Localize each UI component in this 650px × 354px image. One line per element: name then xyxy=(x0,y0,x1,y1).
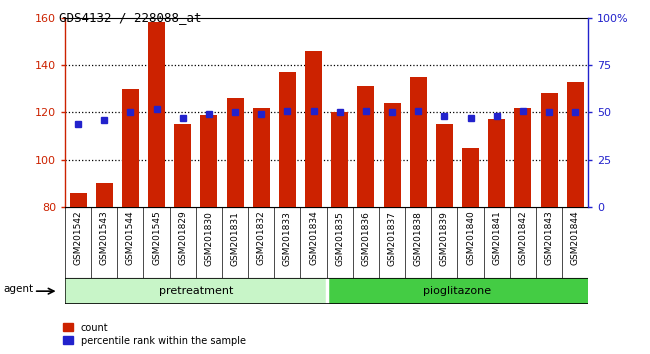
Text: GSM201542: GSM201542 xyxy=(73,211,83,265)
Text: GSM201840: GSM201840 xyxy=(466,211,475,266)
Bar xyxy=(410,77,426,207)
Bar xyxy=(384,103,400,207)
Text: GSM201833: GSM201833 xyxy=(283,211,292,266)
Bar xyxy=(174,124,191,207)
Text: GSM201835: GSM201835 xyxy=(335,211,345,266)
Legend: count, percentile rank within the sample: count, percentile rank within the sample xyxy=(63,323,246,346)
Text: GSM201838: GSM201838 xyxy=(413,211,423,266)
Bar xyxy=(514,108,531,207)
Text: GSM201836: GSM201836 xyxy=(361,211,370,266)
Bar xyxy=(148,22,165,207)
Bar xyxy=(436,124,453,207)
Text: pretreatment: pretreatment xyxy=(159,286,233,296)
Bar xyxy=(70,193,86,207)
Bar xyxy=(279,72,296,207)
Text: GSM201834: GSM201834 xyxy=(309,211,318,266)
Text: GSM201837: GSM201837 xyxy=(387,211,396,266)
Text: GSM201843: GSM201843 xyxy=(545,211,554,266)
Text: GSM201544: GSM201544 xyxy=(126,211,135,265)
Text: agent: agent xyxy=(3,284,33,295)
Bar xyxy=(96,183,112,207)
Bar xyxy=(253,108,270,207)
Bar xyxy=(567,82,584,207)
Text: GSM201832: GSM201832 xyxy=(257,211,266,266)
Bar xyxy=(462,148,479,207)
Text: GSM201830: GSM201830 xyxy=(204,211,213,266)
Text: GSM201844: GSM201844 xyxy=(571,211,580,265)
Text: GSM201842: GSM201842 xyxy=(518,211,527,265)
Bar xyxy=(488,120,505,207)
Text: GDS4132 / 228088_at: GDS4132 / 228088_at xyxy=(58,11,201,24)
Text: GSM201545: GSM201545 xyxy=(152,211,161,266)
Bar xyxy=(332,112,348,207)
Bar xyxy=(227,98,244,207)
Bar xyxy=(358,86,374,207)
Bar xyxy=(326,278,588,304)
Bar xyxy=(200,115,217,207)
Text: GSM201841: GSM201841 xyxy=(492,211,501,266)
Text: GSM201829: GSM201829 xyxy=(178,211,187,266)
Text: GSM201831: GSM201831 xyxy=(231,211,240,266)
Bar xyxy=(65,278,326,304)
Text: GSM201543: GSM201543 xyxy=(99,211,109,266)
Bar xyxy=(305,51,322,207)
Text: GSM201839: GSM201839 xyxy=(440,211,449,266)
Text: pioglitazone: pioglitazone xyxy=(423,286,491,296)
Bar xyxy=(122,89,139,207)
Bar xyxy=(541,93,558,207)
